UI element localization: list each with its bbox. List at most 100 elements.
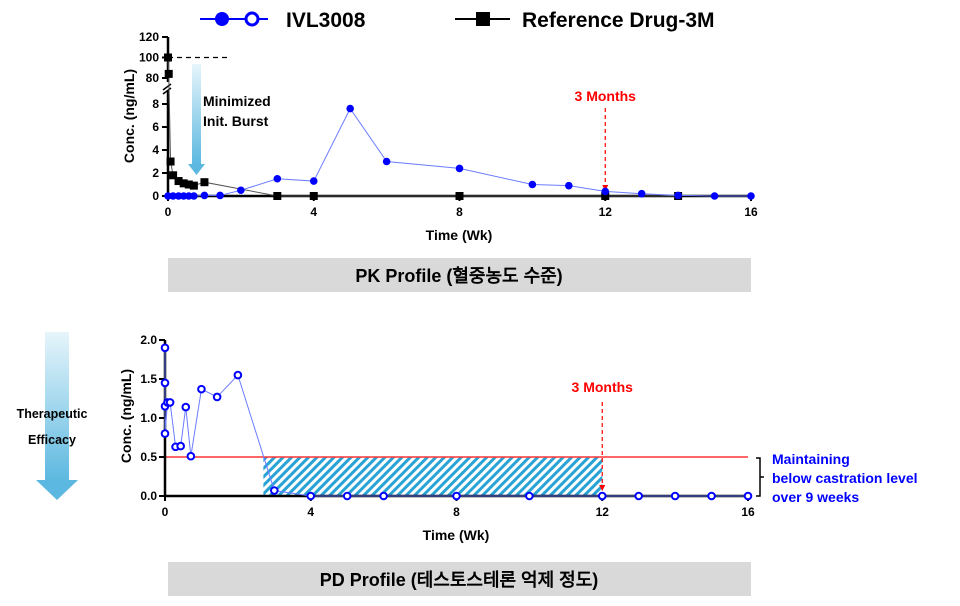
burst-annotation-1: Minimized: [203, 93, 271, 109]
ref-data-point: [174, 177, 183, 186]
ivl-data-point: [525, 491, 534, 501]
legend-ref-marker: [476, 12, 490, 26]
ref-data-point: [179, 179, 188, 188]
pd-banner-text: PD Profile (테스토스테론 억제 정도): [320, 570, 599, 590]
legend-ivl-label: IVL3008: [286, 9, 366, 32]
note-line-2: below castration level: [772, 470, 918, 486]
pk-banner-text: PK Profile (혈중농도 수준): [355, 265, 562, 286]
legend-ivl-open-marker: [244, 11, 260, 27]
therapeutic-efficacy-arrow: [36, 332, 78, 500]
ivl-data-point: [637, 189, 646, 198]
y-tick-label: 6: [152, 120, 159, 134]
y-tick-label: 0.5: [140, 450, 157, 464]
ivl-data-point: [597, 491, 607, 501]
ivl-data-point: [455, 164, 464, 173]
y-axis-label: Conc. (ng/mL): [121, 69, 137, 163]
x-tick-label: 12: [599, 205, 613, 219]
side-label-1: Therapeutic: [17, 407, 88, 421]
ivl-data-point: [674, 191, 682, 200]
ivl-data-point: [743, 491, 753, 501]
ref-data-point: [184, 180, 193, 189]
pk-chart: 0 4 8 12 16 0 2 4 6 8 80 100 120 Time (Wk) Conc. (ng/m…: [121, 30, 758, 243]
ref-data-point: [601, 192, 610, 200]
pd-chart: 0 4 8 12 16 0.0 0.5 1.0 1.5 2.0 Time (Wk) Conc. (ng…: [118, 333, 918, 543]
ivl-data-point: [565, 181, 573, 190]
x-tick-label: 0: [162, 505, 169, 519]
three-months-arrowhead: [599, 485, 606, 491]
ref-data-point: [455, 192, 464, 200]
x-tick-label: 8: [456, 205, 463, 219]
ivl-data-point: [160, 378, 170, 388]
ivl-data-point: [237, 186, 245, 195]
ivl-data-point: [382, 157, 391, 166]
ivl-data-point: [342, 491, 352, 501]
legend-ivl-filled-marker: [215, 12, 229, 26]
axis-break: [162, 83, 172, 95]
x-tick-label: 4: [307, 505, 314, 519]
burst-arrow-shaft: [192, 64, 201, 164]
y-tick-label: 100: [139, 51, 159, 65]
y-tick-label: 80: [146, 71, 160, 85]
x-tick-label: 16: [741, 505, 755, 519]
y-tick-label: 0: [152, 189, 159, 203]
y-axis-label: Conc. (ng/mL): [118, 369, 134, 463]
three-months-label: 3 Months: [572, 379, 634, 395]
ref-data-point: [164, 69, 173, 78]
ivl-data-point: [309, 177, 318, 185]
ivl-data-point: [379, 491, 388, 501]
legend: IVL3008 Reference Drug-3M: [200, 9, 715, 32]
ref-data-point: [189, 181, 198, 190]
x-tick-label: 16: [744, 205, 758, 219]
x-axis-label: Time (Wk): [426, 227, 493, 243]
efficacy-arrow-shaft: [45, 332, 69, 482]
bracket: [756, 457, 764, 497]
x-tick-label: 4: [310, 205, 317, 219]
y-tick-label: 120: [139, 30, 159, 44]
y-tick-label: 8: [152, 97, 159, 111]
ivl-data-point: [160, 343, 170, 353]
ivl-data-point: [216, 191, 224, 200]
ref-data-point: [169, 171, 178, 180]
ivl-data-point: [233, 370, 243, 380]
ivl-data-point: [452, 491, 461, 501]
ivl-data-point: [707, 491, 716, 501]
ref-data-point: [309, 192, 318, 200]
note-line-1: Maintaining: [772, 451, 850, 467]
ivl-data-point: [200, 191, 209, 200]
ivl-data-point: [176, 441, 185, 451]
y-tick-label: 1.0: [140, 411, 157, 425]
x-tick-label: 8: [453, 505, 460, 519]
y-tick-label: 0.0: [140, 489, 157, 503]
y-tick-label: 4: [152, 143, 159, 157]
ivl-data-point: [634, 491, 643, 501]
y-tick-label: 2: [152, 166, 159, 180]
burst-annotation-2: Init. Burst: [203, 113, 269, 129]
x-axis-label: Time (Wk): [423, 527, 490, 543]
ivl-data-point: [197, 384, 206, 394]
burst-arrow-head: [188, 164, 205, 175]
ivl-data-point: [160, 429, 170, 438]
ivl-data-point: [212, 392, 222, 402]
efficacy-arrow-head: [36, 480, 78, 500]
x-tick-label: 0: [165, 205, 172, 219]
ref-data-point: [273, 192, 282, 200]
ref-data-point: [200, 178, 209, 187]
ivl-data-point: [601, 187, 610, 196]
pd-banner: [168, 562, 751, 596]
ref-data-point: [164, 53, 172, 62]
ivl-data-point: [186, 451, 196, 461]
ivl-data-point: [181, 402, 191, 412]
ivl-data-point: [747, 192, 755, 200]
ivl-data-point: [165, 398, 175, 407]
ivl-data-point: [528, 180, 537, 189]
hatched-region: [263, 457, 603, 496]
legend-ref-label: Reference Drug-3M: [522, 9, 715, 32]
ivl-data-point: [346, 104, 354, 113]
pk-banner: [168, 258, 751, 292]
side-label-2: Efficacy: [28, 433, 76, 447]
x-tick-label: 12: [596, 505, 610, 519]
ivl-data-point: [670, 491, 680, 501]
ivl-data-point: [190, 192, 198, 200]
ref-data-point: [166, 157, 175, 166]
